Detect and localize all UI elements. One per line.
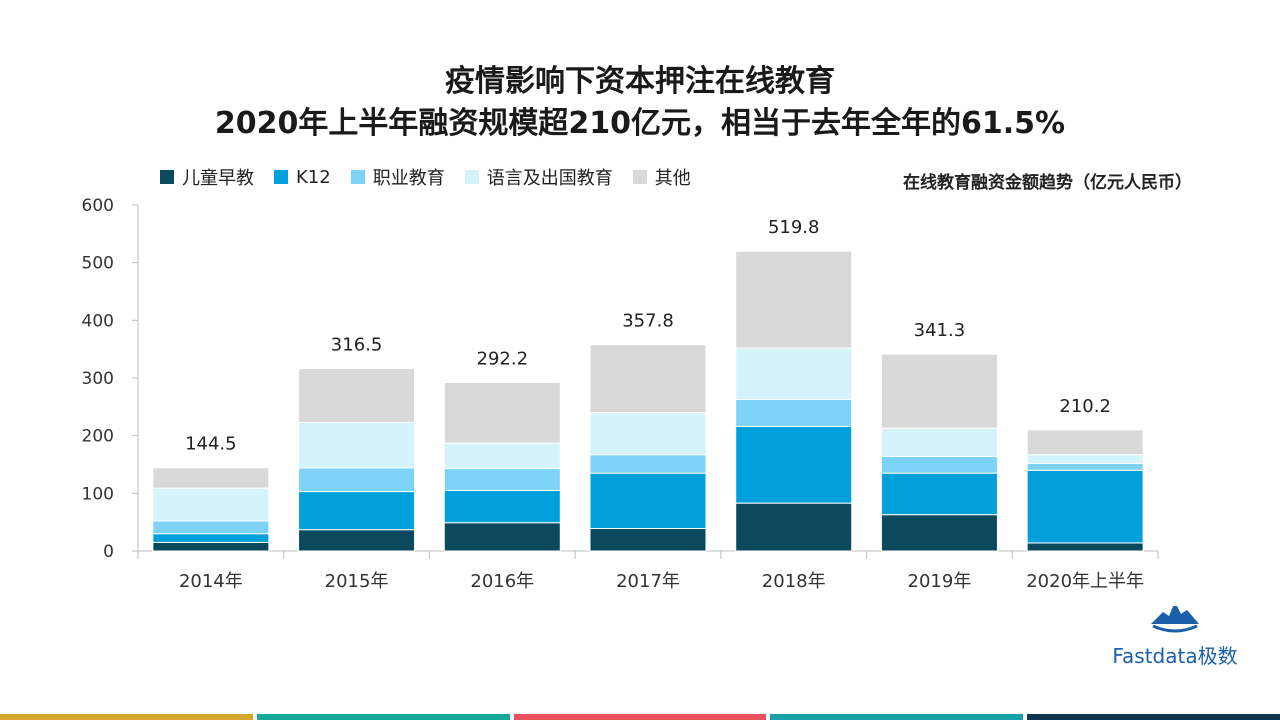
bar-segment xyxy=(298,529,416,552)
x-tick-label: 2020年上半年 xyxy=(1026,571,1144,592)
bar-segment xyxy=(735,250,853,349)
mountain-logo-icon xyxy=(1151,602,1199,633)
bar-segment xyxy=(443,381,561,444)
bar-segment xyxy=(735,347,853,400)
y-tick-label: 600 xyxy=(82,196,114,216)
bar-total-label: 316.5 xyxy=(331,334,383,355)
y-tick-label: 200 xyxy=(82,427,114,447)
bar-segment xyxy=(152,520,270,535)
bar-segment xyxy=(152,541,270,552)
bar-segment xyxy=(589,528,707,552)
legend-label-other: 其他 xyxy=(654,168,691,189)
y-tick-label: 100 xyxy=(82,484,114,504)
bar-total-label: 210.2 xyxy=(1059,396,1111,417)
legend-item-other: 其他 xyxy=(632,164,691,190)
bar-segment xyxy=(443,522,561,552)
bar-segment xyxy=(589,454,707,474)
title-line-2: 2020年上半年融资规模超210亿元，相当于去年全年的61.5% xyxy=(214,106,1066,141)
bar-segment xyxy=(589,472,707,530)
bar-segment xyxy=(152,533,270,543)
x-tick-label: 2015年 xyxy=(325,571,389,592)
legend-item-k12: K12 xyxy=(274,164,331,190)
bar-segment xyxy=(1026,542,1144,552)
bar-segment xyxy=(152,487,270,522)
bar-segment xyxy=(298,467,416,493)
y-tick-label: 0 xyxy=(103,542,114,562)
unit-label: 在线教育融资金额趋势（亿元人民币） xyxy=(903,173,1192,193)
stripe-2 xyxy=(256,714,510,720)
bar-total-label: 357.8 xyxy=(622,311,674,332)
legend-swatch-early xyxy=(160,170,174,184)
legend-swatch-other xyxy=(632,170,647,184)
legend: 儿童早教 K12 职业教育 语言及出国教育 其他 xyxy=(160,164,691,190)
x-tick-label: 2016年 xyxy=(470,571,534,592)
stripe-5 xyxy=(1027,714,1280,720)
bar-total-label: 292.2 xyxy=(477,348,529,369)
stripe-1 xyxy=(0,714,253,720)
legend-label-vocational: 职业教育 xyxy=(372,168,445,189)
stripe-3 xyxy=(513,714,767,720)
bar-segment xyxy=(298,491,416,531)
bar-segment xyxy=(589,344,707,414)
x-tick-label: 2019年 xyxy=(908,571,972,592)
legend-label-k12: K12 xyxy=(296,166,331,188)
bar-segment xyxy=(443,489,561,524)
legend-item-vocational: 职业教育 xyxy=(350,164,445,190)
bar-segment xyxy=(298,421,416,469)
bar-segment xyxy=(880,427,998,457)
legend-swatch-vocational xyxy=(350,170,365,184)
legend-item-early: 儿童早教 xyxy=(160,164,254,190)
bar-segment xyxy=(1026,469,1144,544)
bar-segment xyxy=(1026,454,1144,464)
bar-segment xyxy=(735,398,853,427)
x-tick-label: 2017年 xyxy=(616,571,680,592)
bar-segment xyxy=(298,367,416,423)
legend-label-early: 儿童早教 xyxy=(182,168,254,189)
y-tick-label: 400 xyxy=(82,311,114,331)
bar-segment xyxy=(880,472,998,516)
brand-name: Fastdata极数 xyxy=(1112,644,1238,668)
bar-segment xyxy=(735,425,853,504)
brand-logo: Fastdata极数 xyxy=(1110,596,1240,669)
bar-segment xyxy=(443,468,561,491)
bar-segment xyxy=(880,455,998,474)
bar-segment xyxy=(735,502,853,552)
bar-total-label: 144.5 xyxy=(185,434,237,455)
x-tick-label: 2018年 xyxy=(762,571,826,592)
stripe-4 xyxy=(770,714,1024,720)
bar-segment xyxy=(1026,429,1144,456)
title-line-1: 疫情影响下资本押注在线教育 xyxy=(445,64,835,99)
legend-label-language: 语言及出国教育 xyxy=(486,168,613,189)
bar-total-label: 341.3 xyxy=(914,320,966,341)
legend-swatch-k12 xyxy=(274,170,288,184)
x-tick-label: 2014年 xyxy=(179,571,243,592)
bar-segment xyxy=(880,514,998,552)
legend-item-language: 语言及出国教育 xyxy=(464,164,613,190)
bar-segment xyxy=(1026,462,1144,471)
bar-total-label: 519.8 xyxy=(768,217,820,238)
bar-segment xyxy=(152,467,270,489)
y-tick-label: 500 xyxy=(82,254,114,274)
bottom-stripes xyxy=(0,714,1280,720)
bar-segment xyxy=(589,412,707,456)
bar-segment xyxy=(880,353,998,429)
y-tick-label: 300 xyxy=(82,369,114,389)
legend-swatch-language xyxy=(464,170,479,184)
bar-segment xyxy=(443,442,561,470)
